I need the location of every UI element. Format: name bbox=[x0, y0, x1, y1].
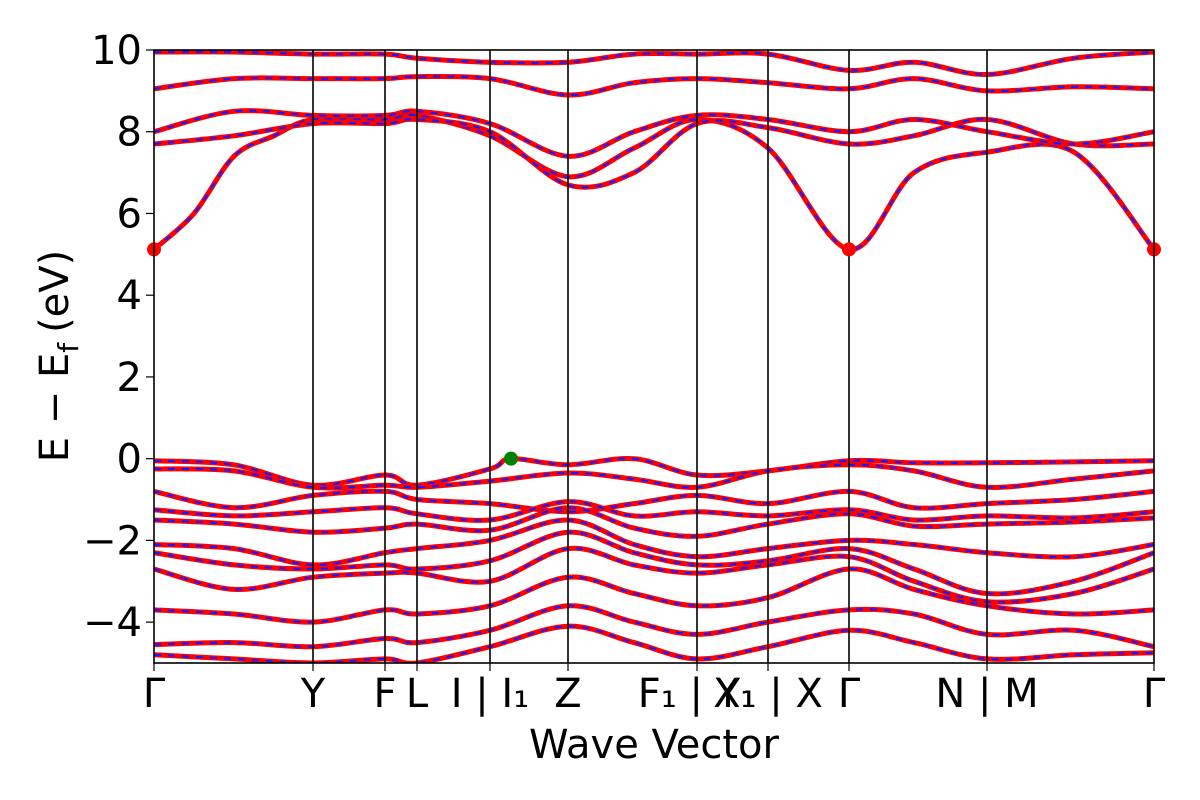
y-tick-label-5: 6 bbox=[117, 191, 142, 237]
y-tick-label-0: −4 bbox=[83, 600, 142, 646]
band-line-blue-14 bbox=[154, 75, 1154, 97]
x-tick-label-0: Γ bbox=[143, 671, 166, 717]
band-line-red-12 bbox=[154, 116, 1154, 190]
band-line-blue-12 bbox=[154, 118, 1154, 189]
x-axis-label: Wave Vector bbox=[529, 722, 780, 768]
band-line-blue-3 bbox=[154, 500, 1154, 522]
y-axis-label: E − Ef(eV) bbox=[32, 250, 85, 463]
x-tick-label-9: N | M bbox=[935, 671, 1038, 717]
band-line-blue-15 bbox=[154, 50, 1154, 76]
band-line-blue-5 bbox=[154, 518, 1154, 567]
band-line-blue-4 bbox=[154, 506, 1154, 538]
band-line-blue-8 bbox=[154, 567, 1154, 624]
band-line-blue-13 bbox=[154, 109, 1154, 158]
y-tick-label-2: 0 bbox=[117, 437, 142, 483]
y-axis-ticks: −4 −2 0 2 4 6 8 10 bbox=[83, 28, 154, 646]
x-tick-label-4: I | I₁ bbox=[451, 671, 530, 717]
y-tick-label-3: 2 bbox=[117, 355, 142, 401]
y-tick-label-6: 8 bbox=[117, 110, 142, 156]
band-line-blue-10 bbox=[154, 625, 1154, 663]
x-tick-label-1: Y bbox=[300, 671, 326, 717]
band-line-red-14 bbox=[154, 73, 1154, 98]
x-tick-label-3: L bbox=[406, 671, 429, 717]
y-tick-label-4: 4 bbox=[117, 273, 142, 319]
band-line-red-15 bbox=[154, 50, 1154, 78]
band-edge-marker-0 bbox=[504, 451, 518, 466]
band-edge-marker-2 bbox=[842, 242, 856, 257]
x-tick-label-5: Z bbox=[554, 671, 581, 717]
y-tick-label-7: 10 bbox=[91, 28, 142, 74]
x-tick-label-2: F bbox=[373, 671, 396, 717]
plot-area bbox=[154, 50, 1154, 663]
x-tick-label-7: X₁ | X bbox=[713, 671, 823, 717]
x-tick-label-6: F₁ | Y₁ bbox=[638, 671, 756, 717]
band-line-blue-6 bbox=[154, 531, 1154, 595]
axes-frame bbox=[153, 49, 1155, 664]
band-line-blue-9 bbox=[154, 604, 1154, 648]
y-tick-label-1: −2 bbox=[83, 518, 142, 564]
band-edge-markers bbox=[147, 242, 1161, 466]
band-line-blue-7 bbox=[154, 547, 1154, 604]
band-line-red-1 bbox=[154, 462, 1154, 491]
band-line-blue-2 bbox=[154, 490, 1154, 513]
high-symmetry-lines bbox=[312, 50, 988, 663]
band-line-blue-11 bbox=[154, 113, 1154, 251]
x-tick-label-8: Γ bbox=[838, 671, 861, 717]
band-line-blue-0 bbox=[154, 457, 1154, 487]
x-tick-label-10: Γ bbox=[1143, 671, 1166, 717]
